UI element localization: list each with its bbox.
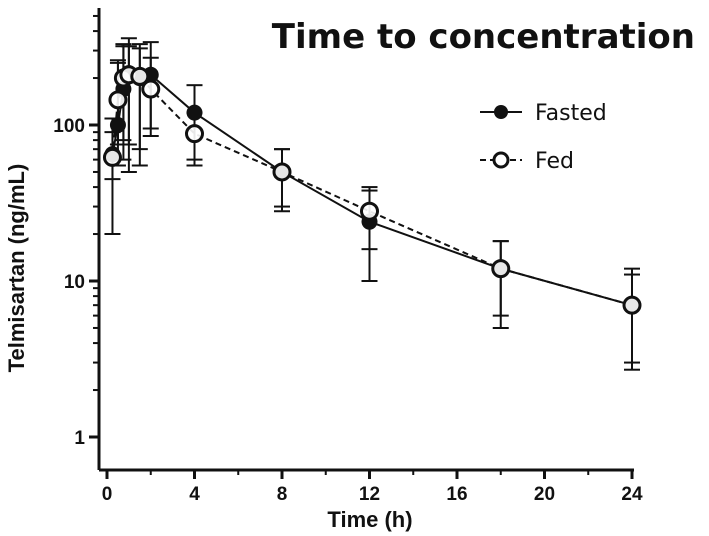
data-point-fed [491, 259, 511, 279]
data-point-fed [272, 162, 292, 182]
data-point-fed [622, 295, 642, 315]
data-point-fed [108, 90, 128, 110]
x-tick-label: 20 [534, 484, 555, 505]
y-axis-label: Telmisartan (ng/mL) [4, 164, 29, 373]
legend-marker-fasted [494, 105, 508, 119]
legend: Fasted Fed [480, 101, 607, 174]
x-tick-label: 0 [102, 484, 113, 505]
data-point-fed [360, 201, 379, 221]
legend-label-fed: Fed [535, 149, 574, 174]
data-point-fed [141, 79, 161, 99]
x-tick-label: 12 [359, 484, 380, 505]
data-point-fasted [186, 104, 203, 121]
legend-label-fasted: Fasted [535, 101, 607, 126]
data-point-fasted [109, 117, 126, 133]
x-tick-label: 8 [277, 484, 288, 505]
data-point-fed [185, 124, 204, 144]
y-tick-label: 10 [64, 272, 85, 293]
legend-marker-fed [492, 151, 510, 169]
x-tick-label: 4 [189, 484, 200, 505]
x-tick-label: 24 [621, 484, 643, 505]
x-tick-label: 16 [446, 484, 467, 505]
data-point-fed [102, 147, 122, 167]
x-axis-label: Time (h) [327, 507, 412, 532]
data-point-fed [130, 66, 150, 86]
y-tick-label: 100 [53, 116, 85, 137]
chart-title: Time to concentration [272, 17, 695, 57]
y-tick-label: 1 [74, 428, 85, 449]
